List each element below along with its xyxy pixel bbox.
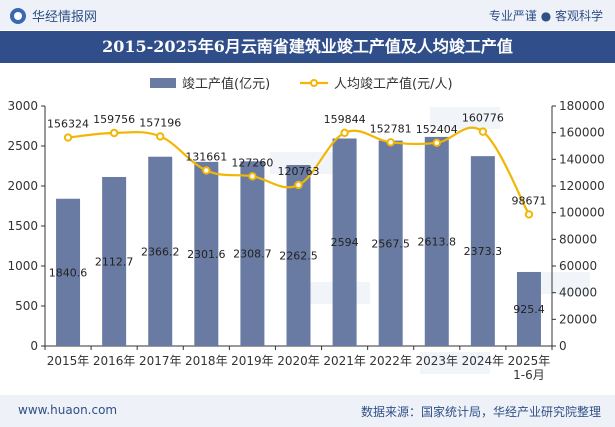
bar	[240, 161, 265, 346]
line-value-label: 127260	[231, 156, 273, 169]
bar-value-label: 1840.6	[49, 266, 88, 279]
x-tick-label: 2018年	[185, 354, 228, 368]
line-value-label: 120763	[278, 165, 320, 178]
y-right-tick-label: 40000	[559, 286, 597, 300]
line-value-label: 131661	[185, 150, 227, 163]
line-point	[202, 166, 211, 175]
line-series	[63, 126, 534, 219]
bar-value-label: 2308.7	[233, 248, 272, 261]
legend-line-label: 人均竣工产值(元/人)	[334, 76, 453, 92]
y-right-tick-label: 80000	[559, 232, 597, 246]
line-point	[432, 138, 441, 147]
y-right-tick-label: 140000	[559, 152, 605, 166]
line-point	[478, 127, 488, 136]
line-point	[294, 180, 303, 190]
line-point	[248, 172, 257, 181]
x-tick-label: 2021年	[323, 354, 366, 368]
legend: 竣工产值(亿元) 人均竣工产值(元/人)	[150, 76, 453, 92]
bar	[102, 176, 127, 346]
bar	[332, 138, 357, 346]
bar	[424, 136, 449, 346]
legend-bar-swatch	[150, 78, 176, 88]
line-point	[386, 138, 395, 147]
y-left-tick-label: 1000	[7, 259, 38, 273]
bar-value-label: 2567.5	[371, 237, 410, 250]
y-left-tick-label: 500	[15, 299, 38, 313]
bar-value-label: 2262.5	[279, 250, 318, 263]
y-right-tick-label: 0	[559, 339, 567, 353]
brand-name: 华经情报网	[32, 10, 98, 25]
bar-series	[56, 136, 541, 346]
y-right-tick-label: 100000	[559, 206, 605, 220]
source-note: 数据来源：国家统计局，华经产业研究院整理	[360, 405, 601, 419]
x-tick-label: 2022年	[369, 354, 412, 368]
line-point	[156, 132, 165, 141]
watermark-block	[430, 107, 500, 129]
line-value-label: 159756	[93, 113, 135, 126]
x-tick-label: 2024年	[462, 354, 505, 368]
line-value-label: 160776	[462, 112, 504, 125]
x-tick-label: 2025年	[508, 354, 551, 368]
x-tick-label: 2015年	[47, 354, 90, 368]
watermark-block	[420, 352, 490, 374]
bar	[286, 165, 311, 346]
bar	[194, 161, 219, 346]
chart-title: 2015-2025年6月云南省建筑业竣工产值及人均竣工产值	[0, 31, 615, 63]
y-right-tick-label: 160000	[559, 126, 605, 140]
line-value-label: 157196	[139, 116, 181, 129]
bar-value-label: 2366.2	[141, 245, 180, 258]
bar-value-label: 925.4	[513, 303, 545, 316]
legend-bar-label: 竣工产值(亿元)	[182, 76, 270, 92]
y-left-tick-label: 1500	[7, 219, 38, 233]
bar-value-label: 2112.7	[95, 255, 134, 268]
y-right-tick-label: 120000	[559, 179, 605, 193]
line-value-label: 156324	[47, 118, 89, 131]
line-point	[109, 128, 119, 138]
line-value-label: 152781	[370, 122, 412, 135]
bar-value-label: 2373.3	[464, 245, 503, 258]
line-value-label: 152404	[416, 123, 458, 136]
brand-logo-icon	[10, 7, 26, 24]
y-left-tick-label: 3000	[7, 99, 38, 113]
bar	[148, 156, 173, 346]
line-point	[340, 128, 349, 138]
line-value-label: 159844	[324, 113, 366, 126]
y-right-tick-label: 20000	[559, 312, 597, 326]
bar-value-label: 2613.8	[418, 235, 457, 248]
data-labels: 1840.6 2112.7 2366.2 2301.6 2308.7 2262.5 2594…	[47, 112, 546, 316]
bar	[378, 140, 403, 346]
line-point	[63, 133, 73, 142]
site-link[interactable]: www.huaon.com	[18, 403, 118, 417]
bar	[470, 156, 495, 346]
y-left-tick-label: 0	[30, 339, 38, 353]
legend-line-marker	[310, 79, 318, 87]
y-right-tick-label: 60000	[559, 259, 597, 273]
bar	[516, 271, 541, 346]
footer-bar: www.huaon.com 数据来源：国家统计局，华经产业研究院整理	[0, 395, 615, 427]
y-left-tick-label: 2000	[7, 179, 38, 193]
bar-value-label: 2301.6	[187, 248, 226, 261]
x-tick-label: 1-6月	[513, 368, 545, 382]
x-tick-label: 2023年	[415, 354, 458, 368]
y-left-tick-label: 2500	[7, 139, 38, 153]
x-tick-label: 2020年	[277, 354, 320, 368]
bar-value-label: 2594	[331, 236, 359, 249]
header-bar: 华经情报网 专业严谨 ● 客观科学	[0, 0, 615, 30]
x-tick-label: 2019年	[231, 354, 274, 368]
brand[interactable]: 华经情报网	[10, 6, 97, 25]
y-right-tick-label: 180000	[559, 99, 605, 113]
line-point	[524, 210, 534, 219]
x-tick-label: 2017年	[139, 354, 182, 368]
line-value-label: 98671	[511, 194, 546, 207]
x-tick-label: 2016年	[93, 354, 136, 368]
bar	[56, 198, 81, 346]
slogan: 专业严谨 ● 客观科学	[488, 9, 603, 23]
